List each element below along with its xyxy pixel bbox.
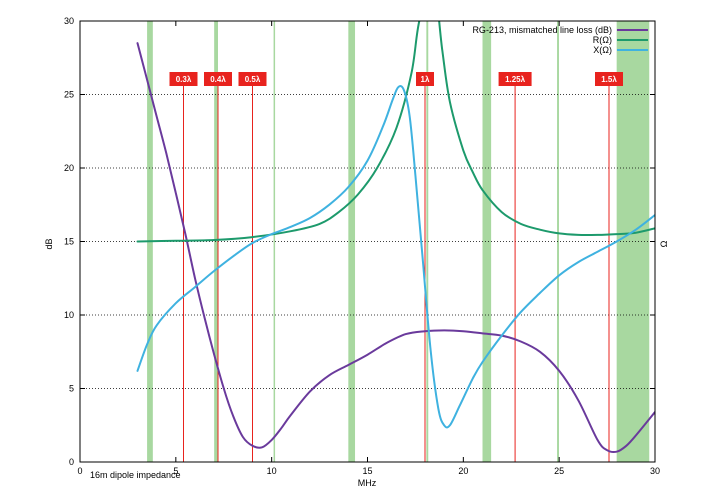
marker-label-1: 0.4λ	[210, 75, 226, 84]
marker-label-5: 1.5λ	[601, 75, 617, 84]
marker-label-2: 0.5λ	[245, 75, 261, 84]
band-5	[482, 21, 492, 462]
marker-label-0: 0.3λ	[176, 75, 192, 84]
series-line-loss	[136, 42, 655, 454]
series-layer	[136, 21, 655, 454]
band-4	[426, 21, 429, 462]
y-tick-label-3: 15	[64, 237, 74, 247]
x-tick-label-3: 15	[362, 466, 372, 476]
y-tick-label-5: 25	[64, 90, 74, 100]
legend-entry-loss: RG-213, mismatched line loss (dB)	[472, 25, 612, 35]
x-tick-label-1: 5	[173, 466, 178, 476]
legend-entry-r: R(Ω)	[593, 35, 612, 45]
legend-entry-x: X(Ω)	[593, 45, 612, 55]
x-tick-label-2: 10	[267, 466, 277, 476]
marker-box-1	[204, 72, 232, 86]
band-3	[348, 21, 356, 462]
marker-box-0	[169, 72, 198, 86]
band-1	[214, 21, 218, 462]
series-line-R	[136, 21, 655, 243]
wavelength-marker-layer: 0.3λ 0.4λ 0.5λ 1λ 1.25λ 1.5λ	[169, 72, 623, 462]
y-tick-label-4: 20	[64, 163, 74, 173]
x-tick-label-0: 0	[77, 466, 82, 476]
y2-axis-label: Ω	[659, 240, 669, 247]
tick-layer: 0 5 10 15 20 25 30 0 5 10 15 20 25 30	[64, 16, 660, 476]
y-tick-label-0: 0	[69, 457, 74, 467]
legend: RG-213, mismatched line loss (dB) R(Ω) X…	[472, 25, 648, 55]
band-2	[273, 21, 276, 462]
band-6	[557, 21, 559, 462]
chart-caption: 16m dipole impedance	[90, 470, 181, 480]
marker-box-2	[238, 72, 267, 86]
x-tick-label-6: 30	[650, 466, 660, 476]
marker-box-4	[498, 72, 532, 86]
y-tick-label-1: 5	[69, 384, 74, 394]
marker-label-4: 1.25λ	[505, 75, 526, 84]
y-tick-label-2: 10	[64, 310, 74, 320]
marker-box-5	[595, 72, 623, 86]
marker-box-3	[416, 72, 434, 86]
marker-label-3: 1λ	[421, 75, 430, 84]
x-tick-label-5: 25	[554, 466, 564, 476]
y-tick-label-6: 30	[64, 16, 74, 26]
series-line-X	[136, 85, 655, 429]
x-axis-label: MHz	[358, 478, 377, 488]
x-tick-label-4: 20	[458, 466, 468, 476]
y-axis-label: dB	[44, 238, 54, 249]
